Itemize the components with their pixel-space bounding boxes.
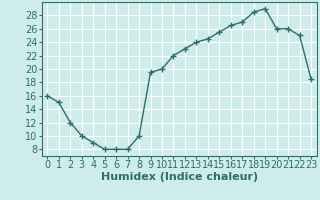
X-axis label: Humidex (Indice chaleur): Humidex (Indice chaleur) [100,172,258,182]
